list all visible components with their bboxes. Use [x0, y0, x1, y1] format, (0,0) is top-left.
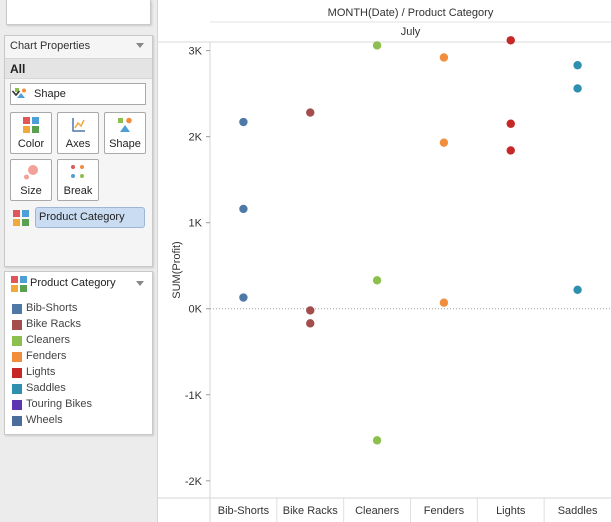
legend-item[interactable]: Bike Racks [12, 318, 142, 332]
legend-item-label: Lights [26, 366, 56, 378]
legend-item[interactable]: Touring Bikes [12, 398, 142, 412]
x-category-label: Bib-Shorts [218, 505, 270, 517]
data-point [506, 146, 515, 155]
size-button[interactable]: Size [10, 159, 52, 201]
data-point [306, 108, 315, 117]
x-category-label: Bike Racks [283, 505, 339, 517]
size-icon [24, 165, 38, 180]
collapse-caret-icon[interactable] [136, 43, 144, 48]
legend-item[interactable]: Bib-Shorts [12, 302, 142, 316]
data-point [239, 293, 248, 302]
x-category-label: Cleaners [355, 505, 400, 517]
chevron-down-icon [11, 90, 21, 97]
legend-color-icon [11, 276, 27, 292]
legend-item[interactable]: Fenders [12, 350, 142, 364]
data-point [506, 36, 515, 45]
legend-swatch [12, 304, 22, 314]
legend-item-label: Wheels [26, 414, 63, 426]
x-category-label: Fenders [424, 505, 465, 517]
data-point [573, 84, 582, 93]
data-point [573, 285, 582, 294]
shape-icon [118, 117, 132, 132]
all-label: All [10, 62, 26, 76]
break-icon [71, 165, 84, 178]
y-axis-label: SUM(Profit) [171, 241, 183, 298]
break-button[interactable]: Break [57, 159, 99, 201]
data-point [306, 319, 315, 328]
mark-type-select[interactable]: Shape [10, 83, 146, 105]
color-button-label: Color [17, 138, 45, 150]
legend-item-label: Bike Racks [26, 318, 82, 330]
y-tick-label: 3K [189, 46, 203, 58]
legend-swatch [12, 336, 22, 346]
legend-menu-caret-icon[interactable] [136, 281, 144, 286]
legend-item[interactable]: Saddles [12, 382, 142, 396]
color-button[interactable]: Color [10, 112, 52, 154]
shape-mini-icon [15, 88, 26, 98]
legend-item-label: Cleaners [26, 334, 71, 346]
data-point [306, 306, 315, 315]
data-point [439, 138, 449, 147]
left-panel: Chart Properties All Shape Col [0, 0, 155, 522]
data-point [239, 204, 248, 214]
data-point [439, 298, 449, 307]
color-field-label: Product Category [39, 211, 125, 223]
shape-button[interactable]: Shape [104, 112, 146, 154]
legend-card: Product Category Bib-Shorts Bike Racks C… [4, 271, 153, 435]
y-tick-label: 2K [189, 132, 203, 144]
legend-item[interactable]: Cleaners [12, 334, 142, 348]
chart-properties-title: Chart Properties [10, 40, 91, 52]
y-tick-label: -2K [185, 476, 203, 488]
chart-header-title: MONTH(Date) / Product Category [328, 7, 494, 19]
y-tick-label: 0K [189, 304, 203, 316]
legend-item[interactable]: Wheels [12, 414, 142, 428]
legend-swatch [12, 384, 22, 394]
color-field-pill[interactable]: Product Category [35, 207, 145, 228]
legend-swatch [12, 320, 22, 330]
legend-swatch [12, 352, 22, 362]
data-point [439, 53, 449, 62]
legend-swatch [12, 400, 22, 410]
all-tab[interactable]: All [5, 58, 152, 79]
y-tick-label: 1K [189, 218, 203, 230]
axes-icon [72, 118, 85, 132]
legend-swatch [12, 416, 22, 426]
data-point [506, 119, 515, 128]
legend-item[interactable]: Lights [12, 366, 142, 380]
scatter-chart: MONTH(Date) / Product Category July -2K -1K… [158, 7, 611, 522]
mark-type-value: Shape [34, 88, 66, 100]
chart-pane: MONTH(Date) / Product Category July -2K -1K… [157, 0, 611, 522]
data-point [573, 61, 582, 70]
data-point [372, 41, 382, 50]
legend-swatch [12, 368, 22, 378]
legend-item-label: Fenders [26, 350, 67, 362]
top-card [6, 0, 151, 25]
color-field-icon [13, 210, 29, 226]
axes-button-label: Axes [65, 138, 91, 150]
y-tick-label: -1K [185, 390, 203, 402]
chart-properties-card: Chart Properties All Shape Col [4, 35, 153, 267]
data-point [239, 117, 248, 127]
break-button-label: Break [63, 185, 93, 197]
size-button-label: Size [20, 185, 42, 197]
shape-button-label: Shape [109, 138, 141, 150]
color-icon [23, 117, 39, 133]
legend-item-label: Bib-Shorts [26, 302, 78, 314]
axes-button[interactable]: Axes [57, 112, 99, 154]
chart-properties-header[interactable]: Chart Properties [5, 36, 152, 56]
x-category-label: Saddles [558, 505, 598, 517]
legend-item-label: Saddles [26, 382, 66, 394]
chart-header-sub: July [401, 26, 421, 38]
x-category-label: Lights [496, 505, 526, 517]
legend-title: Product Category [30, 277, 116, 289]
data-point [372, 276, 382, 285]
legend-item-label: Touring Bikes [26, 398, 93, 410]
data-point [372, 436, 382, 445]
